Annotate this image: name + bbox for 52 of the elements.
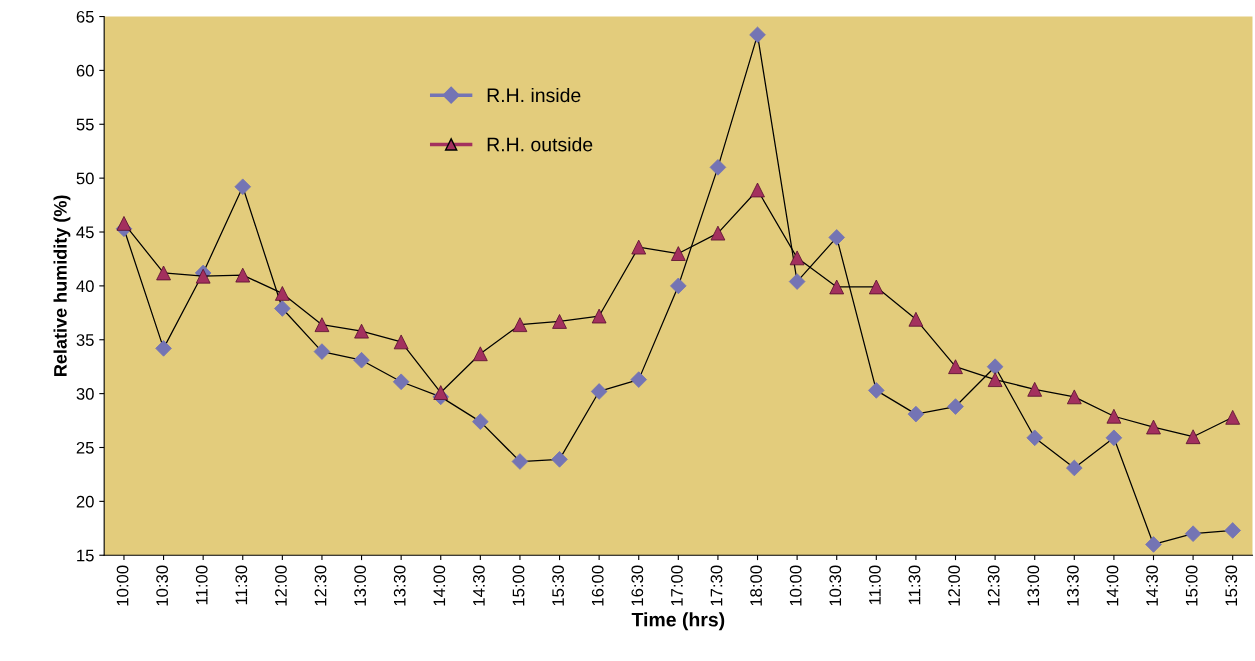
x-tick-label: 14:00 (1106, 565, 1119, 606)
x-tick-label: 13:00 (354, 565, 367, 606)
x-tick-label: 17:30 (710, 565, 723, 606)
x-tick-label: 10:30 (829, 565, 842, 606)
y-tick-label: 65 (76, 10, 94, 23)
point (1066, 389, 1082, 405)
y-tick-label: 60 (76, 64, 94, 77)
y-tick-label: 25 (76, 441, 94, 454)
x-tick-label: 15:00 (512, 565, 525, 606)
y-tick-label: 55 (76, 118, 94, 131)
y-tick-label: 20 (76, 495, 94, 508)
x-tick-label: 16:30 (631, 565, 644, 606)
y-tick-label: 30 (76, 388, 94, 400)
x-tick-label: 13:30 (1066, 565, 1079, 606)
y-tick-label: 50 (76, 172, 94, 185)
x-tick-label: 10:30 (156, 565, 169, 606)
y-tick-label: 15 (77, 549, 94, 562)
point (1224, 522, 1241, 539)
y-tick-label: 35 (76, 334, 94, 346)
point (590, 383, 608, 400)
x-tick-label: 16:00 (591, 565, 604, 606)
x-tick-label: 11:30 (908, 565, 921, 605)
x-tick-label: 18:00 (750, 565, 762, 606)
point (670, 277, 687, 295)
point (313, 343, 331, 360)
x-tick-label: 12:00 (275, 565, 287, 606)
y-axis-title: Relative humidity (%) (53, 195, 71, 376)
point (670, 246, 686, 261)
x-tick-label: 14:30 (473, 565, 485, 606)
y-tick-label: 40 (76, 280, 94, 293)
x-tick-label: 11:00 (195, 565, 208, 605)
point (274, 300, 291, 317)
x-axis-title: Time (hrs) (631, 612, 725, 631)
x-tick-label: 13:30 (393, 565, 406, 606)
x-tick-label: 11:30 (235, 565, 248, 605)
legend-label: R.H. inside (487, 87, 581, 103)
y-tick-label: 45 (76, 226, 94, 239)
x-tick-label: 12:30 (987, 565, 1000, 606)
x-tick-label: 15:00 (1185, 565, 1198, 606)
point (749, 26, 766, 44)
x-tick-label: 14:30 (1146, 565, 1158, 606)
x-tick-label: 11:00 (868, 565, 881, 605)
x-tick-label: 12:00 (948, 565, 960, 606)
x-tick-label: 15:30 (1225, 565, 1238, 606)
x-tick-label: 17:00 (671, 565, 683, 606)
x-tick-label: 14:00 (433, 565, 446, 606)
legend-label: R.H. outside (487, 137, 593, 152)
x-tick-label: 13:00 (1027, 565, 1040, 606)
x-tick-label: 10:00 (116, 565, 129, 606)
x-tick-label: 12:30 (314, 565, 327, 606)
x-tick-label: 10:00 (789, 565, 802, 606)
x-tick-label: 15:30 (552, 565, 565, 606)
